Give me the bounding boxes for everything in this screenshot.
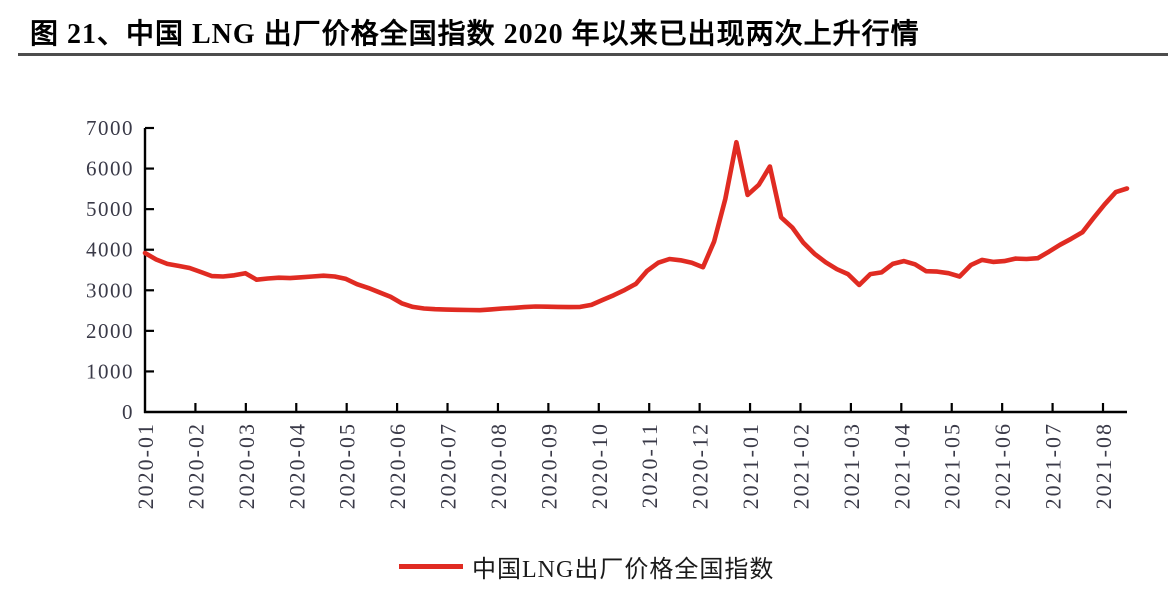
chart-legend: 中国LNG出厂价格全国指数 xyxy=(399,549,774,584)
x-tick-label: 2020-02 xyxy=(183,422,208,509)
y-axis-labels: 0 1000 2000 3000 4000 5000 6000 7000 xyxy=(86,116,134,424)
y-tick-label: 6000 xyxy=(86,157,134,181)
y-tick-label: 0 xyxy=(122,400,134,424)
y-tick-label: 7000 xyxy=(86,116,134,140)
x-tick-label: 2020-11 xyxy=(637,422,662,509)
x-tick-label: 2021-05 xyxy=(940,422,965,509)
y-tick-label: 4000 xyxy=(86,238,134,262)
axis-ticks xyxy=(145,126,1105,412)
x-tick-label: 2020-06 xyxy=(385,422,410,509)
x-tick-label: 2021-04 xyxy=(889,422,914,509)
y-tick-label: 5000 xyxy=(86,197,134,221)
axes xyxy=(143,128,1127,414)
x-tick-label: 2021-07 xyxy=(1041,422,1066,509)
legend-series-label: 中国LNG出厂价格全国指数 xyxy=(472,557,775,583)
x-tick-label: 2020-08 xyxy=(486,422,511,509)
x-tick-label: 2020-09 xyxy=(536,422,561,509)
x-tick-label: 2021-01 xyxy=(738,422,763,509)
x-tick-label: 2020-07 xyxy=(436,422,461,509)
y-tick-label: 1000 xyxy=(86,359,134,383)
y-tick-label: 3000 xyxy=(86,278,134,302)
figure-title: 图 21、中国 LNG 出厂价格全国指数 2020 年以来已出现两次上升行情 xyxy=(30,19,920,50)
x-tick-label: 2020-01 xyxy=(133,422,158,509)
x-tick-label: 2020-10 xyxy=(587,422,612,509)
x-tick-label: 2020-12 xyxy=(688,422,713,509)
x-tick-label: 2021-06 xyxy=(990,422,1015,509)
x-tick-label: 2021-03 xyxy=(839,422,864,509)
x-tick-label: 2021-08 xyxy=(1091,422,1116,509)
x-tick-label: 2020-03 xyxy=(234,422,259,509)
price-index-line xyxy=(142,139,1130,313)
x-tick-label: 2020-04 xyxy=(284,422,309,509)
y-tick-label: 2000 xyxy=(86,319,134,343)
x-tick-label: 2020-05 xyxy=(335,422,360,509)
x-tick-label: 2021-02 xyxy=(788,422,813,509)
x-axis-labels: 2020-01 2020-02 2020-03 2020-04 2020-05 2020-… xyxy=(133,422,1116,509)
title-divider xyxy=(18,53,1168,56)
legend-line-swatch xyxy=(399,564,463,569)
